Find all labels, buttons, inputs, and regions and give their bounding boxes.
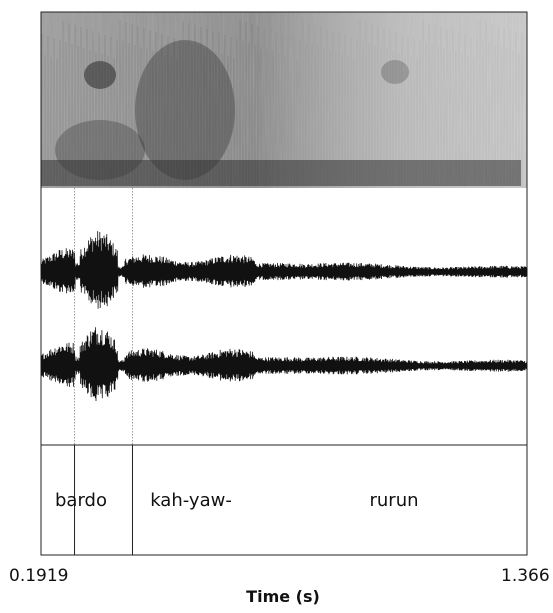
time-end-label: 1.366: [501, 566, 550, 586]
spec-low-band: [41, 160, 521, 186]
spec-energy-region: [135, 40, 235, 180]
boundary-guides: [74, 188, 133, 445]
tier-boundaries: [74, 445, 133, 555]
time-axis-title: Time (s): [246, 587, 320, 606]
segment-label-bardo: bardo: [55, 490, 107, 511]
figure-frame: [40, 11, 528, 556]
spec-formant-blob: [381, 60, 409, 84]
spec-formant-blob: [84, 61, 116, 89]
segment-label-rurun: rurun: [369, 490, 419, 511]
waveform-channel-1: [40, 231, 528, 309]
spectrogram-panel: [41, 12, 527, 188]
waveform-channel-2: [40, 327, 528, 402]
segment-label-kah-yaw: kah-yaw-: [150, 490, 232, 511]
time-start-label: 0.1919: [9, 566, 69, 586]
